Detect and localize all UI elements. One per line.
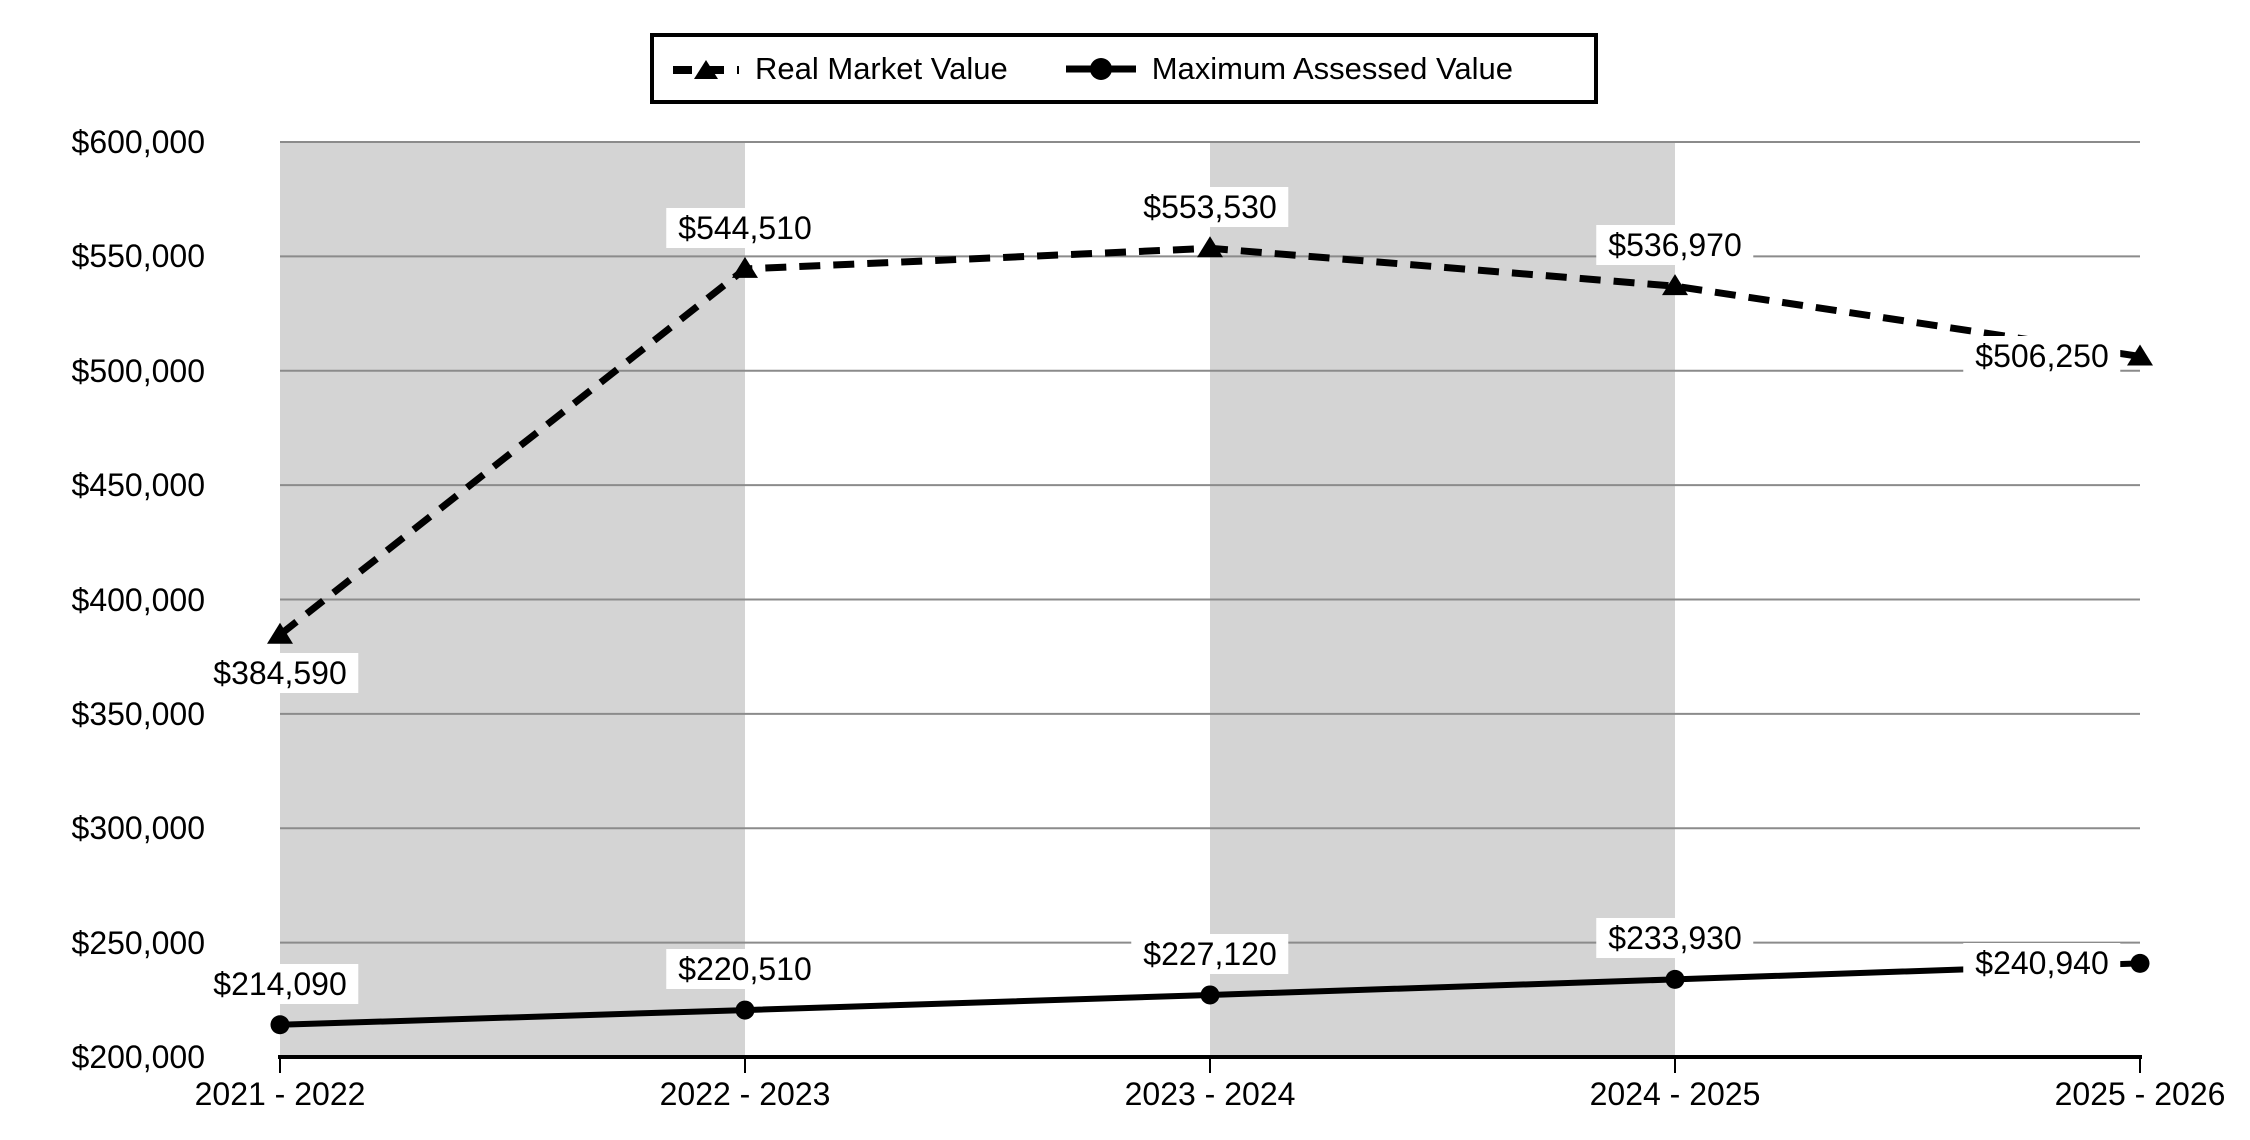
circle-marker	[1200, 985, 1220, 1005]
legend-item-real-market-value: Real Market Value	[673, 53, 1008, 84]
triangle-marker	[267, 622, 293, 644]
circle-marker	[270, 1015, 290, 1035]
data-label: $384,590	[201, 652, 359, 693]
x-tick-label: 2025 - 2026	[2054, 1076, 2226, 1112]
y-tick-label: $250,000	[71, 924, 205, 961]
x-tick-label: 2021 - 2022	[194, 1076, 366, 1112]
solid-circle-marker-icon	[1065, 57, 1136, 80]
data-label: $240,940	[1963, 943, 2121, 984]
y-tick-label: $400,000	[71, 581, 205, 618]
y-tick-label: $500,000	[71, 352, 205, 389]
x-tick-label: 2024 - 2025	[1589, 1076, 1761, 1112]
triangle-marker	[1197, 236, 1223, 258]
data-label: $220,510	[666, 949, 824, 990]
circle-marker	[735, 1000, 755, 1020]
circle-marker	[2130, 953, 2150, 973]
y-tick-label: $600,000	[71, 124, 205, 160]
circle-marker	[1665, 969, 1685, 989]
dashed-triangle-marker-icon	[673, 59, 739, 79]
legend-item-maximum-assessed-value: Maximum Assessed Value	[1065, 51, 1513, 86]
triangle-marker	[732, 256, 758, 278]
data-label: $227,120	[1131, 933, 1289, 974]
legend: Real Market Value Maximum Assessed Value	[650, 33, 1598, 104]
triangle-marker	[2127, 344, 2153, 366]
legend-label-maximum-assessed-value: Maximum Assessed Value	[1151, 51, 1513, 86]
legend-label-real-market-value: Real Market Value	[755, 51, 1008, 86]
y-tick-label: $200,000	[71, 1039, 205, 1075]
data-label: $536,970	[1596, 225, 1754, 266]
data-label: $553,530	[1131, 187, 1289, 228]
triangle-marker	[1662, 274, 1688, 296]
data-label: $233,930	[1596, 918, 1754, 959]
y-tick-label: $350,000	[71, 695, 205, 732]
data-label: $214,090	[201, 963, 359, 1004]
y-tick-label: $550,000	[71, 238, 205, 275]
x-tick-label: 2023 - 2024	[1124, 1076, 1296, 1112]
x-tick-label: 2022 - 2023	[659, 1076, 831, 1112]
y-tick-label: $300,000	[71, 810, 205, 847]
y-tick-label: $450,000	[71, 467, 205, 504]
data-label: $506,250	[1963, 336, 2121, 377]
data-label: $544,510	[666, 207, 824, 248]
